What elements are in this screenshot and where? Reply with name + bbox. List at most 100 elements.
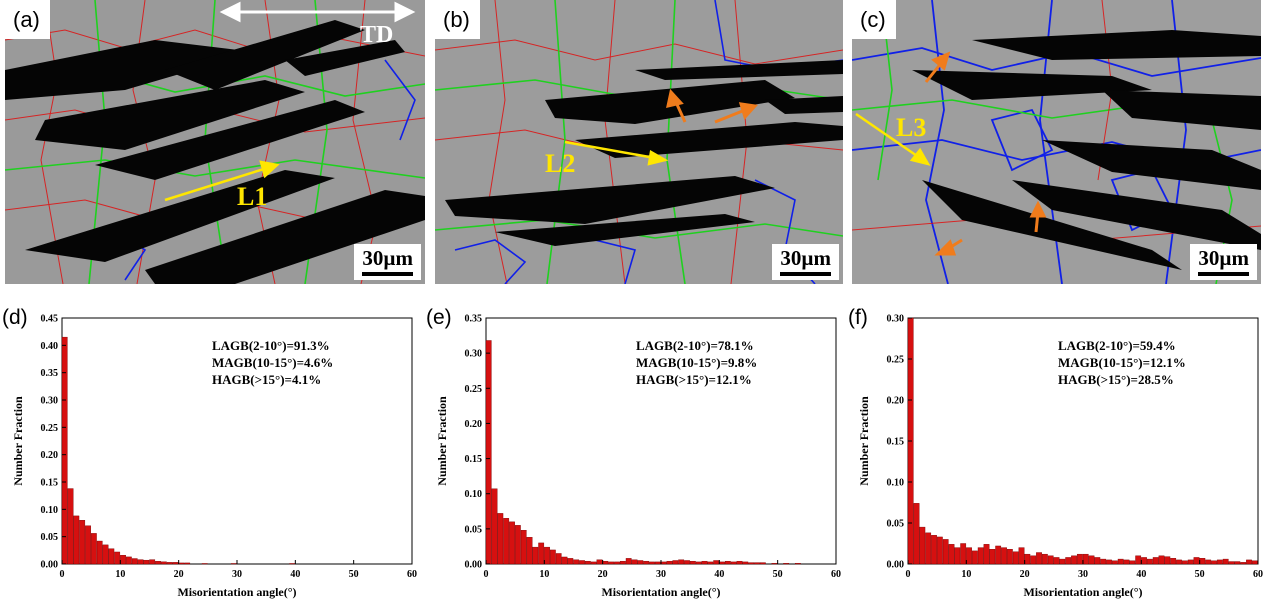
x-tick-label: 20 <box>174 569 184 580</box>
histogram-bar <box>742 561 749 565</box>
histogram-bar <box>1222 558 1229 565</box>
histogram-bar <box>73 515 80 565</box>
histogram-bar <box>989 549 996 565</box>
histogram-bar <box>1205 559 1212 565</box>
histogram-bar <box>166 562 173 565</box>
histogram-bar <box>936 536 943 565</box>
scale-bar-line <box>1198 272 1249 276</box>
histogram-bar <box>748 562 755 565</box>
micrograph-c-image: L3 <box>852 0 1261 284</box>
histogram-bar <box>977 547 984 565</box>
histogram-bar <box>983 544 990 565</box>
histogram-bar <box>783 563 790 565</box>
histogram-bar <box>1106 559 1112 565</box>
histogram-bar <box>637 560 644 565</box>
histogram-bar <box>1076 553 1083 565</box>
histogram-bar <box>497 513 504 565</box>
histogram-bar <box>120 555 126 565</box>
histogram-panel-d: (d) 0.00 0.05 0.10 0.15 0.20 0.25 0.30 0.35 0.40 0… <box>0 306 417 603</box>
histogram-bar <box>230 563 237 565</box>
histogram-bar <box>695 561 702 565</box>
x-tick-label: 60 <box>407 569 417 580</box>
x-tick-label: 50 <box>349 569 359 580</box>
histogram-bar <box>178 562 185 565</box>
histogram-bar <box>1164 556 1171 565</box>
x-axis-label: Misorientation angle(°) <box>1023 585 1142 599</box>
histogram-bar <box>754 562 760 565</box>
line-label-l1: L1 <box>237 182 267 211</box>
histogram-bar <box>131 558 138 565</box>
scale-bar-b: 30µm <box>772 244 839 280</box>
histogram-bar <box>567 558 574 565</box>
histogram-bar <box>125 556 132 565</box>
y-tick-label: 0.05 <box>465 524 483 535</box>
histogram-bar <box>925 532 932 565</box>
scale-bar-c: 30µm <box>1190 244 1257 280</box>
histogram-bar <box>1181 560 1188 565</box>
y-tick-label: 0.25 <box>887 355 905 366</box>
y-tick-label: 0.25 <box>465 384 483 395</box>
boundary-fraction-annotation: LAGB(2-10°)=78.1% <box>636 338 754 353</box>
y-axis-label: Number Fraction <box>11 396 25 486</box>
histogram-bar <box>561 556 568 565</box>
x-tick-label: 30 <box>656 569 666 580</box>
histogram-bar <box>1152 557 1159 565</box>
histogram-bar <box>794 563 801 565</box>
histogram-bar <box>1228 561 1235 565</box>
histogram-bar <box>719 561 725 565</box>
x-axis-label: Misorientation angle(°) <box>177 585 296 599</box>
x-tick-label: 10 <box>539 569 549 580</box>
y-tick-label: 0.05 <box>41 532 59 543</box>
histogram-bar <box>1001 547 1007 565</box>
histogram-bar <box>114 551 121 565</box>
histogram-bar <box>61 336 68 565</box>
histogram-bar <box>759 562 766 565</box>
panel-label-b: (b) <box>435 0 480 39</box>
histogram-bar <box>1146 558 1153 565</box>
histogram-bar <box>913 503 920 565</box>
histogram-bar <box>491 488 498 565</box>
line-label-l3: L3 <box>896 113 926 142</box>
histogram-bar <box>1088 555 1095 565</box>
histogram-bar <box>1199 558 1206 565</box>
histogram-bar <box>654 561 661 565</box>
micrograph-panel-a: TD L1 (a) 30µm <box>5 0 425 284</box>
histogram-bar <box>619 560 626 565</box>
x-tick-label: 60 <box>831 569 841 580</box>
histogram-bar <box>1246 559 1252 565</box>
histogram-bar <box>584 560 591 565</box>
histogram-panel-f: (f) 0.00 0.05 0.10 0.15 0.20 0.25 0.30 0 10 20 30 40… <box>846 306 1263 603</box>
histogram-bar <box>160 561 167 565</box>
histogram-bar <box>771 563 778 565</box>
histogram-bar <box>485 340 492 565</box>
misorientation-histogram-d: (d) 0.00 0.05 0.10 0.15 0.20 0.25 0.30 0.35 0.40 0… <box>2 306 417 599</box>
histogram-bar <box>1024 553 1031 565</box>
histogram-bar <box>660 561 667 565</box>
histogram-bar <box>643 560 650 565</box>
y-tick-label: 0.10 <box>887 478 905 489</box>
histogram-bar <box>289 563 296 565</box>
histogram-bar <box>666 560 673 565</box>
boundary-fraction-annotation: MAGB(10-15°)=4.6% <box>212 355 333 370</box>
histogram-bar <box>1117 558 1124 565</box>
histogram-bar <box>1193 557 1200 565</box>
histogram-bar <box>509 521 515 565</box>
histogram-bar <box>96 540 103 565</box>
x-tick-label: 30 <box>232 569 242 580</box>
x-tick-label: 0 <box>60 569 65 580</box>
histogram-bar <box>573 559 580 565</box>
histogram-bar <box>1030 555 1037 565</box>
histogram-bar <box>532 546 539 565</box>
histogram-bar <box>1111 560 1118 565</box>
scale-bar-text: 30µm <box>1198 246 1249 270</box>
histogram-bar <box>590 561 597 565</box>
scale-bar-line <box>362 272 413 276</box>
histogram-bar <box>1082 553 1089 565</box>
boundary-fraction-annotation: HAGB(>15°)=28.5% <box>1058 372 1174 387</box>
histogram-bar <box>1123 559 1130 565</box>
histogram-bar <box>1012 551 1019 565</box>
y-tick-label: 0.00 <box>887 560 905 571</box>
histogram-bar <box>1141 557 1147 565</box>
histogram-bar <box>90 533 97 565</box>
histogram-bar <box>526 537 533 565</box>
